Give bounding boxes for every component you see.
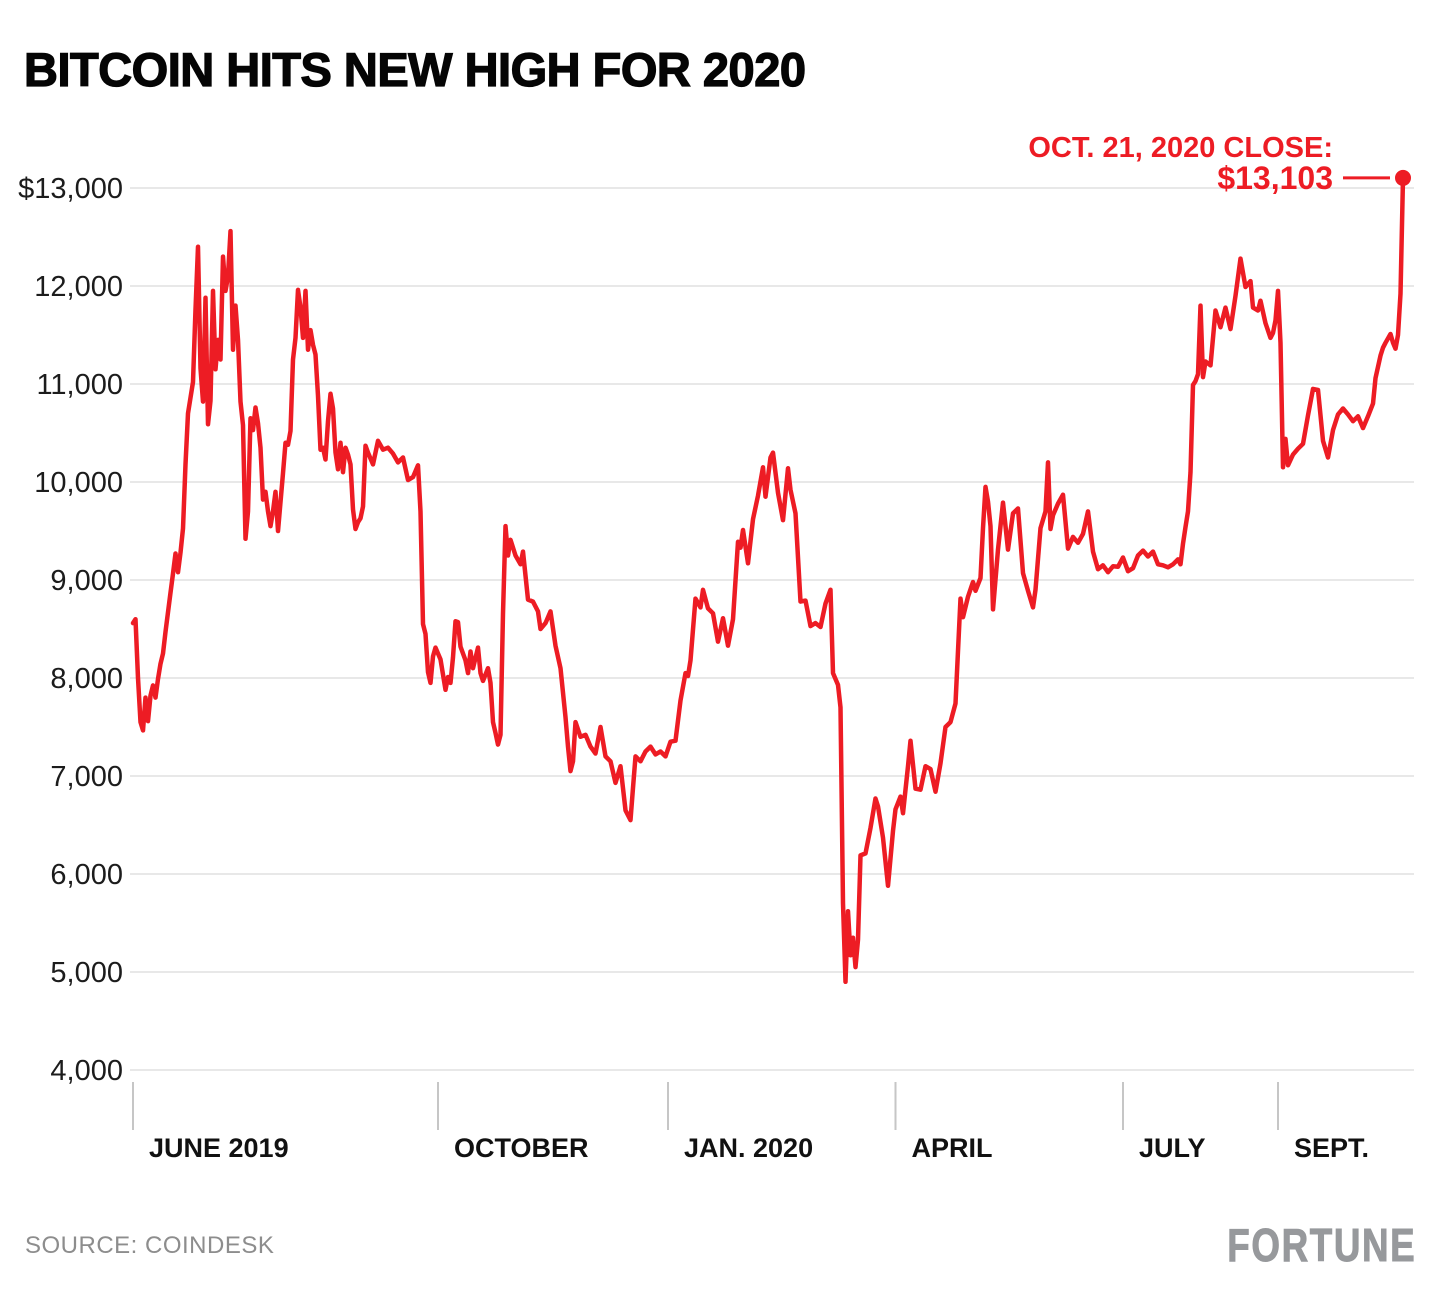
y-axis-label: 6,000 xyxy=(50,859,123,891)
x-axis-label: OCTOBER xyxy=(454,1133,589,1163)
y-axis-label: 9,000 xyxy=(50,565,123,597)
x-axis-label: JUNE 2019 xyxy=(149,1133,289,1163)
y-axis-label: 8,000 xyxy=(50,663,123,695)
y-axis-label: $13,000 xyxy=(18,173,123,205)
x-axis-label: SEPT. xyxy=(1294,1133,1369,1163)
annotation-price-label: $13,103 xyxy=(1217,160,1333,196)
source-label: SOURCE: COINDESK xyxy=(25,1232,275,1259)
x-axis-label: JAN. 2020 xyxy=(684,1133,813,1163)
y-axis-label: 10,000 xyxy=(34,467,123,499)
x-axis-label: APRIL xyxy=(912,1133,993,1163)
page-title: BITCOIN HITS NEW HIGH FOR 2020 xyxy=(23,42,806,96)
y-axis-label: 4,000 xyxy=(50,1055,123,1087)
annotation-date-label: OCT. 21, 2020 CLOSE: xyxy=(1028,132,1333,164)
y-axis-label: 12,000 xyxy=(34,271,123,303)
x-axis-label: JULY xyxy=(1139,1133,1206,1163)
fortune-logo: FORTUNE xyxy=(1226,1219,1416,1272)
price-line xyxy=(130,175,1406,985)
y-axis-label: 5,000 xyxy=(50,957,123,989)
annotation-end-dot xyxy=(1395,169,1411,186)
y-axis-label: 7,000 xyxy=(50,761,123,793)
y-axis-label: 11,000 xyxy=(36,369,123,401)
